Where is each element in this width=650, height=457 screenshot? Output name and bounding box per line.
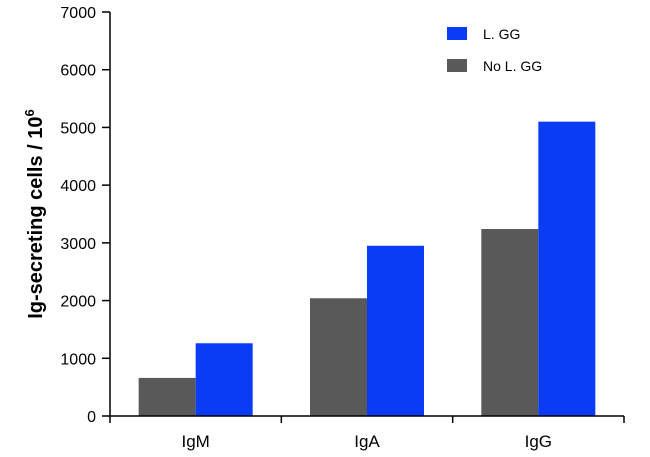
x-tick-label: IgM: [181, 432, 209, 451]
bar-igm-no-l-gg: [138, 377, 196, 416]
y-tick-label: 7000: [60, 5, 96, 22]
bar-iga-l-gg: [367, 245, 424, 416]
y-tick-label: 6000: [60, 63, 96, 80]
legend-label: No L. GG: [483, 58, 542, 74]
x-tick-label: IgA: [354, 432, 380, 451]
legend-swatch: [447, 59, 467, 72]
legend: L. GG No L. GG: [447, 26, 542, 74]
legend-swatch: [447, 27, 467, 40]
y-tick-label: 0: [87, 409, 96, 426]
y-ticks-group: 0 1000 2000 3000 4000 5000 6000 7000: [60, 5, 110, 426]
bar-igg-l-gg: [538, 121, 596, 417]
y-tick-label: 2000: [60, 294, 96, 311]
y-tick-label: 5000: [60, 120, 96, 137]
bars-group: [138, 121, 596, 417]
y-tick-label: 1000: [60, 351, 96, 368]
y-axis-label-superscript: 6: [22, 109, 37, 116]
x-tick-label: IgG: [525, 432, 552, 451]
bar-iga-no-l-gg: [310, 298, 367, 416]
y-tick-label: 4000: [60, 178, 96, 195]
legend-label: L. GG: [483, 26, 520, 42]
y-tick-label: 3000: [60, 236, 96, 253]
y-axis-label-main: Ig-secreting cells / 10: [25, 116, 47, 318]
x-ticks-group: IgM IgA IgG: [109, 416, 625, 451]
axes-group: [109, 12, 624, 417]
bar-igg-no-l-gg: [481, 229, 539, 416]
bar-igm-l-gg: [195, 343, 253, 416]
y-axis-label: Ig-secreting cells / 106: [22, 109, 47, 319]
